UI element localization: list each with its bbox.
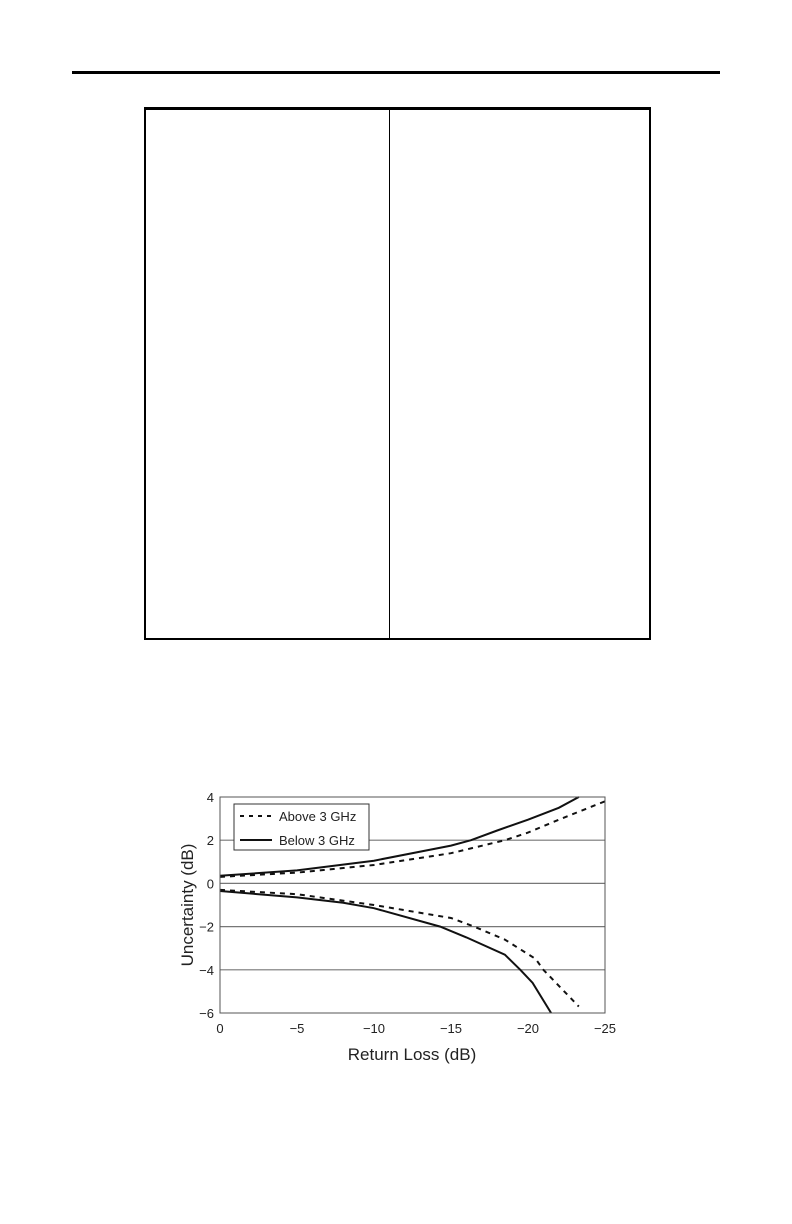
header-rule (72, 71, 720, 74)
series-line-below-lower (219, 890, 552, 1014)
x-tick-label: −25 (594, 1021, 616, 1036)
x-tick-label: −15 (440, 1021, 462, 1036)
table-column-divider (389, 110, 390, 638)
y-tick-label: 0 (207, 876, 214, 891)
series-line-below-upper (219, 796, 580, 877)
y-tick-label: 2 (207, 833, 214, 848)
plot-frame (219, 796, 606, 1014)
x-axis-label: Return Loss (dB) (348, 1045, 477, 1064)
empty-table (144, 107, 651, 640)
x-tick-label: −10 (363, 1021, 385, 1036)
y-tick-label: −2 (199, 920, 214, 935)
series-line-above-upper (219, 800, 606, 878)
legend: Above 3 GHz Below 3 GHz (233, 803, 370, 851)
legend-label-above: Above 3 GHz (279, 809, 356, 824)
y-tick-label: −6 (199, 1006, 214, 1021)
y-tick-label: 4 (207, 790, 214, 805)
legend-label-below: Below 3 GHz (279, 833, 355, 848)
legend-box (233, 803, 370, 851)
series-line-above-lower (219, 888, 580, 1008)
x-tick-label: −20 (517, 1021, 539, 1036)
x-tick-label: −5 (290, 1021, 305, 1036)
x-tick-label: 0 (216, 1021, 223, 1036)
y-axis-label: Uncertainty (dB) (178, 844, 197, 967)
y-tick-label: −4 (199, 963, 214, 978)
